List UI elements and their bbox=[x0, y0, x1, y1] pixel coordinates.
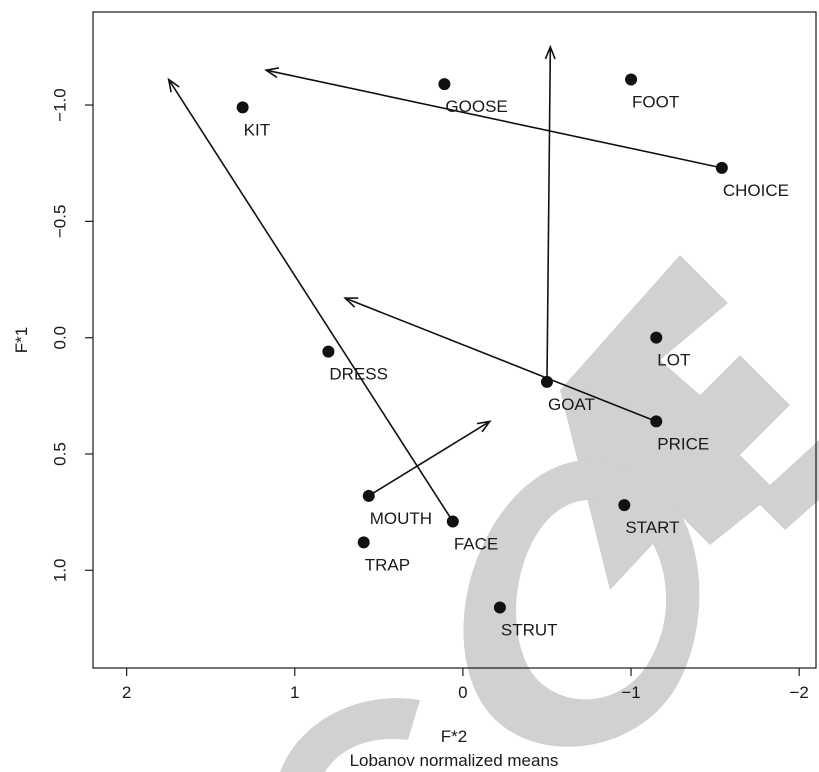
x-tick-label: 1 bbox=[290, 683, 299, 702]
point-label-kit: KIT bbox=[244, 120, 270, 139]
arrow-shaft bbox=[344, 297, 657, 423]
point-kit bbox=[236, 101, 249, 114]
point-label-goat: GOAT bbox=[548, 395, 595, 414]
arrow-shaft bbox=[167, 79, 454, 522]
arrow-shaft bbox=[266, 69, 723, 169]
y-tick-label: 0.0 bbox=[50, 326, 69, 350]
arrow-goat bbox=[544, 44, 556, 382]
plot-frame bbox=[92, 11, 817, 669]
point-label-goose: GOOSE bbox=[445, 97, 507, 116]
point-foot bbox=[625, 73, 638, 86]
point-start bbox=[618, 499, 631, 512]
points-layer: KIT GOOSE FOOT CHOICE LOT DRESS GOAT PRICE MOUTH… bbox=[236, 73, 789, 640]
y-tick-label: 0.5 bbox=[50, 442, 69, 466]
arrow-choice bbox=[264, 67, 723, 169]
y-axis-title: F*1 bbox=[12, 327, 31, 353]
y-tick-label: −1.0 bbox=[50, 88, 69, 122]
point-label-mouth: MOUTH bbox=[370, 509, 432, 528]
y-axis-ticks: −1.0 −0.5 0.0 0.5 1.0 bbox=[50, 88, 93, 582]
arrow-head bbox=[476, 420, 492, 433]
point-label-choice: CHOICE bbox=[723, 181, 789, 200]
point-trap bbox=[357, 536, 370, 549]
arrow-head bbox=[264, 67, 280, 79]
point-label-price: PRICE bbox=[657, 434, 709, 453]
arrow-mouth bbox=[368, 420, 492, 497]
point-face bbox=[446, 515, 459, 528]
arrow-price bbox=[343, 297, 657, 423]
x-tick-label: −2 bbox=[789, 683, 808, 702]
point-label-start: START bbox=[625, 518, 679, 537]
point-dress bbox=[322, 345, 335, 358]
point-label-face: FACE bbox=[454, 534, 498, 553]
point-lot bbox=[650, 331, 663, 344]
point-strut bbox=[493, 601, 506, 614]
point-label-lot: LOT bbox=[657, 351, 690, 370]
x-axis-title: F*2 bbox=[441, 727, 467, 746]
y-tick-label: −0.5 bbox=[50, 205, 69, 239]
point-label-trap: TRAP bbox=[365, 555, 410, 574]
watermark-o-shape bbox=[463, 459, 700, 747]
point-goose bbox=[438, 78, 451, 91]
arrow-head bbox=[544, 44, 556, 60]
arrow-head bbox=[343, 297, 359, 308]
x-tick-label: 2 bbox=[122, 683, 131, 702]
point-mouth bbox=[362, 489, 375, 502]
point-choice bbox=[715, 161, 728, 174]
point-goat bbox=[540, 375, 553, 388]
point-label-foot: FOOT bbox=[632, 92, 679, 111]
arrow-shaft bbox=[546, 46, 552, 382]
watermark-arc-shape bbox=[280, 698, 420, 772]
x-tick-label: −1 bbox=[621, 683, 640, 702]
point-label-dress: DRESS bbox=[329, 365, 388, 384]
point-label-strut: STRUT bbox=[501, 621, 558, 640]
point-price bbox=[650, 415, 663, 428]
x-tick-label: 0 bbox=[458, 683, 467, 702]
x-axis-ticks: 2 1 0 −1 −2 bbox=[122, 668, 809, 702]
y-tick-label: 1.0 bbox=[50, 558, 69, 582]
arrow-face bbox=[167, 77, 454, 522]
x-axis-subtitle: Lobanov normalized means bbox=[350, 751, 559, 770]
arrows-layer bbox=[167, 44, 723, 522]
arrow-shaft bbox=[368, 420, 491, 497]
arrow-head bbox=[167, 77, 180, 93]
watermark bbox=[280, 255, 819, 772]
